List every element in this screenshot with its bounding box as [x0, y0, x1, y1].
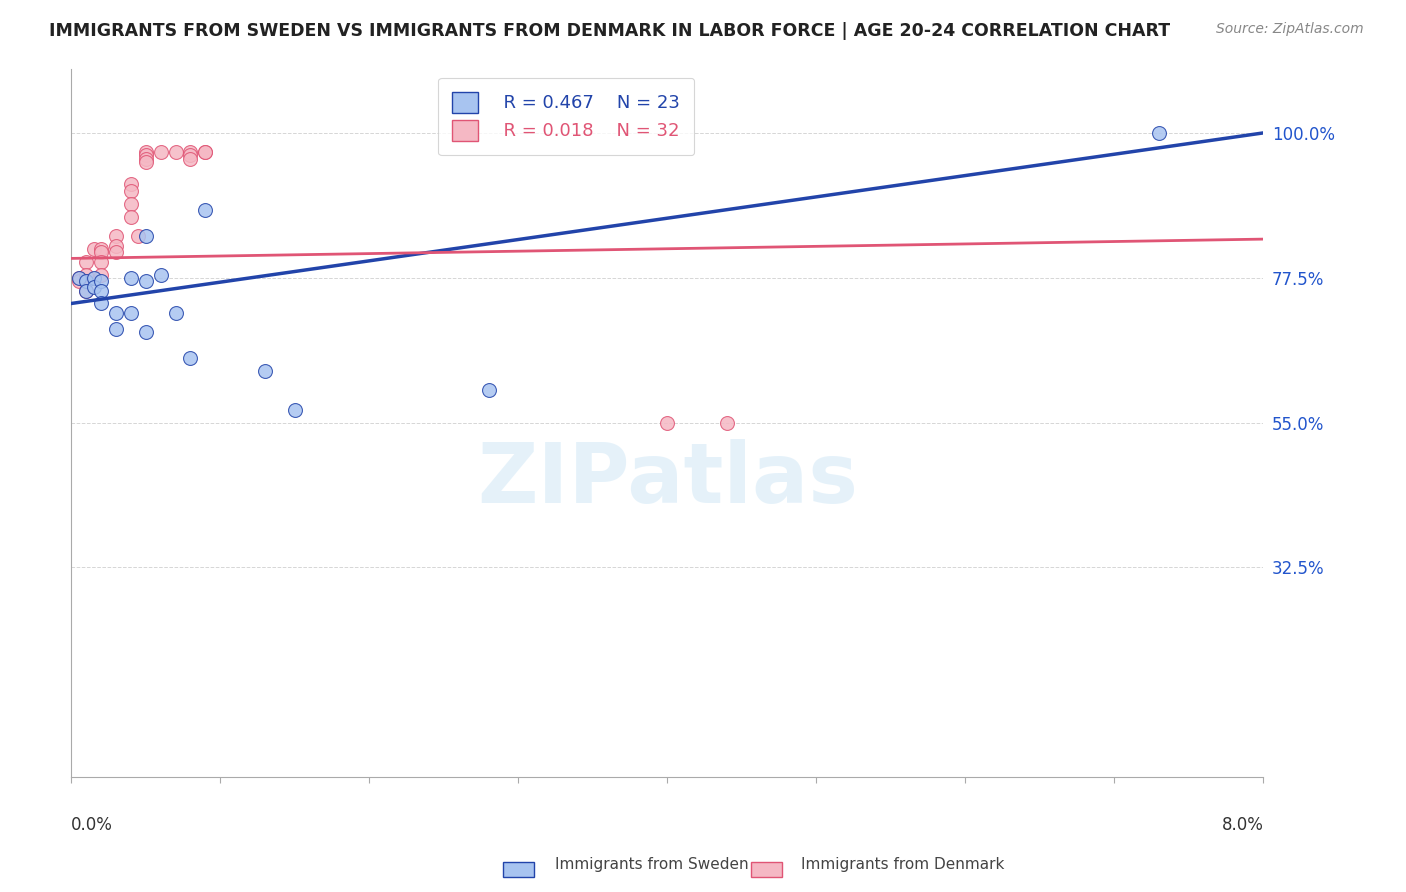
Point	[90, 254, 112, 268]
Point	[1147, 126, 1170, 140]
Point	[75, 268, 97, 282]
Point	[90, 284, 112, 298]
Point	[120, 210, 142, 224]
Text: Immigrants from Sweden: Immigrants from Sweden	[555, 857, 749, 872]
Text: Immigrants from Denmark: Immigrants from Denmark	[801, 857, 1005, 872]
Point	[135, 274, 157, 288]
Point	[149, 268, 172, 282]
Point	[90, 268, 112, 282]
Point	[135, 148, 157, 162]
Point	[716, 416, 738, 430]
Legend:   R = 0.467    N = 23,   R = 0.018    N = 32: R = 0.467 N = 23, R = 0.018 N = 32	[437, 78, 695, 155]
Text: IMMIGRANTS FROM SWEDEN VS IMMIGRANTS FROM DENMARK IN LABOR FORCE | AGE 20-24 COR: IMMIGRANTS FROM SWEDEN VS IMMIGRANTS FRO…	[49, 22, 1170, 40]
Point	[90, 274, 112, 288]
Point	[67, 274, 90, 288]
Point	[284, 402, 307, 417]
Point	[135, 228, 157, 243]
Point	[104, 228, 127, 243]
Point	[179, 148, 201, 162]
Point	[120, 306, 142, 320]
Text: 8.0%: 8.0%	[1222, 815, 1264, 833]
Point	[120, 184, 142, 198]
Point	[165, 145, 187, 160]
Point	[120, 270, 142, 285]
Point	[135, 145, 157, 160]
Point	[104, 322, 127, 336]
Point	[104, 238, 127, 252]
Point	[477, 384, 499, 398]
Point	[75, 274, 97, 288]
Point	[120, 178, 142, 192]
Point	[194, 145, 217, 160]
Point	[179, 351, 201, 366]
Text: 0.0%: 0.0%	[72, 815, 112, 833]
Point	[67, 270, 90, 285]
Text: ZIPatlas: ZIPatlas	[477, 439, 858, 520]
Point	[83, 270, 105, 285]
Point	[165, 306, 187, 320]
Point	[83, 280, 105, 294]
Point	[90, 242, 112, 256]
Point	[149, 145, 172, 160]
Point	[135, 152, 157, 166]
Point	[135, 154, 157, 169]
Point	[657, 416, 679, 430]
Point	[75, 284, 97, 298]
Point	[135, 326, 157, 340]
Point	[90, 244, 112, 259]
Point	[75, 254, 97, 268]
Point	[90, 296, 112, 310]
Point	[104, 306, 127, 320]
Point	[127, 228, 149, 243]
Point	[83, 242, 105, 256]
Point	[179, 145, 201, 160]
Point	[179, 152, 201, 166]
Point	[75, 274, 97, 288]
Point	[104, 244, 127, 259]
Point	[120, 196, 142, 211]
Point	[75, 284, 97, 298]
Text: Source: ZipAtlas.com: Source: ZipAtlas.com	[1216, 22, 1364, 37]
Point	[194, 145, 217, 160]
Point	[67, 270, 90, 285]
Point	[253, 364, 276, 378]
Point	[194, 203, 217, 218]
